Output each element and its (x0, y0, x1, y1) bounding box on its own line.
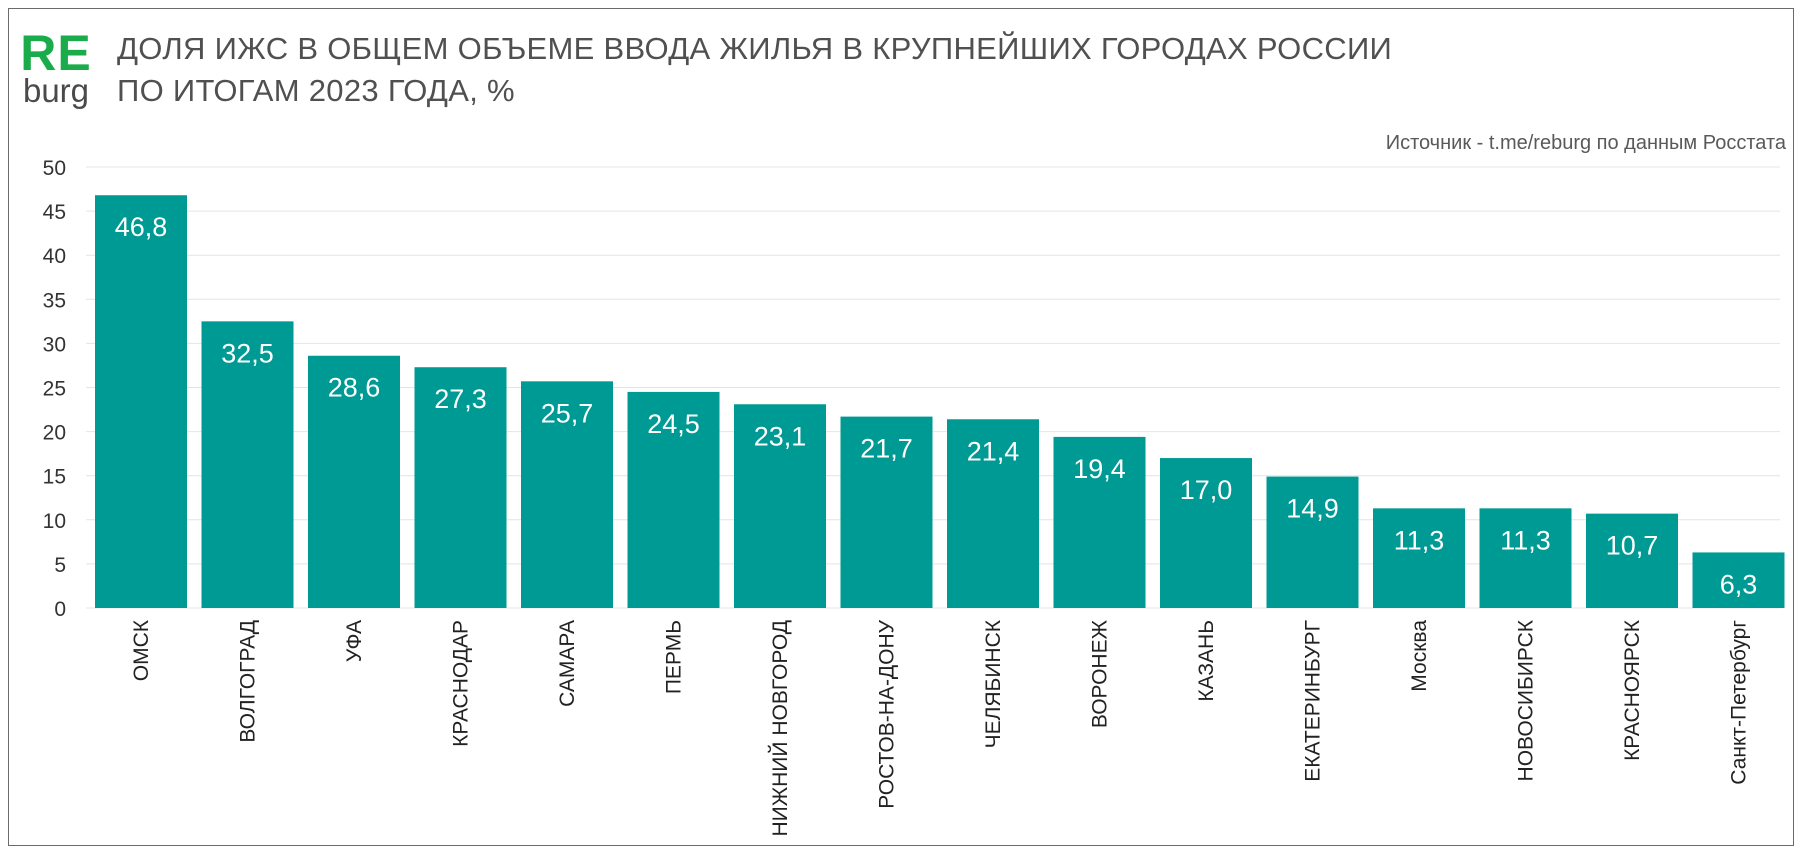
bar (1373, 508, 1465, 608)
bar (1053, 436, 1146, 608)
data-label: 25,7 (541, 398, 594, 428)
y-tick-label: 10 (43, 510, 66, 533)
bar (734, 404, 826, 608)
data-label: 14,9 (1286, 494, 1339, 524)
data-label: 21,4 (967, 436, 1020, 466)
bar (414, 367, 507, 608)
data-label: 46,8 (115, 212, 168, 242)
x-category-label: КРАСНОЯРСК (1621, 619, 1644, 761)
chart-title: ДОЛЯ ИЖС В ОБЩЕМ ОБЪЕМЕ ВВОДА ЖИЛЬЯ В КР… (117, 28, 1392, 112)
data-label: 6,3 (1720, 569, 1758, 599)
x-category-label: Санкт-Петербург (1728, 620, 1751, 785)
bar (1266, 476, 1359, 608)
x-category-label: ВОРОНЕЖ (1089, 619, 1112, 728)
data-label: 28,6 (328, 373, 381, 403)
source-note: Источник - t.me/reburg по данным Росстат… (1385, 132, 1786, 154)
bar (947, 419, 1039, 608)
x-category-label: ВОЛГОГРАД (237, 620, 260, 743)
y-tick-label: 35 (43, 289, 66, 312)
x-category-label: НИЖНИЙ НОВГОРОД (768, 620, 792, 837)
y-tick-label: 40 (43, 245, 66, 268)
y-tick-label: 0 (54, 598, 66, 621)
y-tick-label: 45 (43, 201, 66, 224)
y-tick-label: 50 (43, 157, 66, 180)
x-category-label: ЕКАТЕРИНБУРГ (1302, 620, 1325, 782)
bar (1586, 513, 1678, 608)
data-label: 24,5 (647, 409, 700, 439)
y-tick-label: 5 (54, 554, 66, 577)
reburg-logo: RE burg (18, 25, 94, 109)
bar (627, 391, 720, 608)
bar (308, 355, 400, 608)
data-label: 19,4 (1073, 454, 1126, 484)
x-category-label: РОСТОВ-НА-ДОНУ (876, 619, 899, 808)
chart-title-line-2: ПО ИТОГАМ 2023 ГОДА, % (117, 73, 515, 108)
x-category-label: ПЕРМЬ (663, 620, 686, 694)
bar (201, 321, 294, 608)
logo-re-text: RE (20, 25, 92, 81)
x-category-label: САМАРА (556, 620, 579, 707)
data-label: 32,5 (221, 338, 274, 368)
y-tick-label: 30 (43, 333, 66, 356)
bar (1479, 508, 1572, 608)
bar (95, 195, 187, 608)
y-tick-label: 25 (43, 378, 66, 401)
data-label: 23,1 (754, 421, 807, 451)
x-category-label: Москва (1408, 620, 1431, 692)
y-tick-label: 15 (43, 466, 66, 489)
data-label: 10,7 (1606, 531, 1659, 561)
x-category-label: ОМСК (130, 619, 153, 681)
data-label: 27,3 (434, 384, 487, 414)
x-category-label: ЧЕЛЯБИНСК (982, 619, 1005, 748)
bar (1160, 458, 1252, 608)
bar (1692, 552, 1785, 608)
chart-title-line-1: ДОЛЯ ИЖС В ОБЩЕМ ОБЪЕМЕ ВВОДА ЖИЛЬЯ В КР… (117, 31, 1393, 66)
data-label: 17,0 (1180, 475, 1233, 505)
bar (521, 381, 613, 608)
x-category-label: КАЗАНЬ (1195, 620, 1218, 702)
y-tick-label: 20 (43, 422, 66, 445)
logo-burg-text: burg (22, 72, 90, 109)
x-category-label: НОВОСИБИРСК (1515, 619, 1538, 781)
data-label: 11,3 (1394, 525, 1445, 555)
data-label: 11,3 (1500, 525, 1551, 555)
x-category-label: КРАСНОДАР (450, 620, 473, 747)
x-category-label: УФА (343, 620, 366, 662)
bar (840, 416, 933, 608)
data-label: 21,7 (860, 434, 913, 464)
